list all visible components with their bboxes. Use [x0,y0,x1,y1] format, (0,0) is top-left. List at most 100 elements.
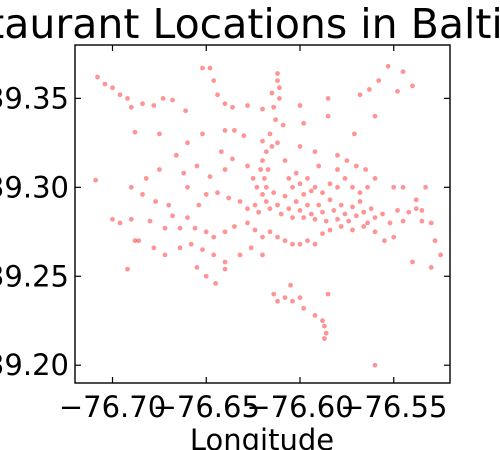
data-point [215,190,220,196]
data-point [151,103,157,108]
data-point [275,234,280,240]
data-point [128,104,134,110]
data-point [380,211,385,217]
data-point [170,97,175,103]
data-point [162,225,168,231]
data-point [344,158,350,164]
data-point [245,103,250,108]
data-point [258,167,263,172]
data-point [271,104,277,110]
data-point [372,176,378,181]
data-point [365,184,370,190]
data-point [357,92,363,98]
data-point [290,241,295,247]
data-point [173,152,179,158]
data-point [254,184,260,190]
data-point [357,190,363,196]
data-point [335,152,340,158]
data-point [262,176,267,181]
data-point [232,224,237,229]
data-point [260,234,265,240]
data-point [338,202,344,208]
data-point [282,295,288,300]
data-point [350,227,355,233]
data-point [207,174,213,180]
data-point [323,218,329,224]
data-point [177,225,183,231]
data-point [132,238,138,244]
data-point [372,113,378,119]
data-point [419,208,425,213]
data-point [177,245,183,251]
data-point [308,188,314,194]
data-point [160,96,166,101]
data-point [410,83,415,89]
x-tick-label: −76.70 [59,390,166,424]
data-point [232,127,237,133]
data-point [185,215,190,221]
data-point [95,74,100,80]
data-point [312,241,318,247]
data-point [102,81,108,87]
data-point [245,220,250,226]
data-point [350,184,355,190]
data-point [297,208,303,213]
data-point [166,202,172,208]
data-point [277,96,282,101]
data-point [419,218,425,224]
data-point [211,234,217,240]
data-point [353,213,359,219]
data-point [353,163,359,169]
data-point [376,78,382,83]
data-point [271,291,277,297]
data-point [385,63,391,69]
data-point [361,224,367,229]
data-point [263,199,269,204]
data-point [230,104,235,110]
data-point [338,224,344,229]
data-point [269,144,275,149]
data-point [250,176,256,181]
data-point [297,103,303,108]
data-point [263,149,269,155]
data-point [312,216,318,222]
data-point [400,184,406,190]
data-point [301,192,307,197]
data-point [207,65,213,71]
data-point [211,252,217,258]
data-point [260,252,265,258]
data-point [260,138,265,144]
data-point [413,197,419,203]
data-point [297,241,303,247]
data-point [372,215,378,221]
y-tick-label: 39.35 [0,81,69,115]
data-point [282,193,288,199]
data-point [382,238,387,244]
data-point [280,122,286,128]
data-point [312,149,318,155]
data-point [297,144,303,149]
y-tick-label: 39.30 [0,170,69,204]
data-point [140,101,145,107]
data-point [301,120,307,126]
data-point [387,220,393,226]
data-point [325,291,331,297]
data-point [322,336,327,341]
data-point [157,167,162,172]
data-point [183,108,189,114]
data-point [428,265,434,270]
data-point [222,266,228,272]
data-point [170,213,175,219]
data-point [213,281,219,286]
data-point [218,149,224,155]
data-point [352,131,357,137]
data-point [200,65,205,71]
data-point [245,206,250,212]
data-point [203,229,209,235]
data-point [322,323,327,329]
data-point [181,170,187,176]
data-point [423,184,428,190]
data-point [368,206,374,212]
data-point [275,298,280,304]
